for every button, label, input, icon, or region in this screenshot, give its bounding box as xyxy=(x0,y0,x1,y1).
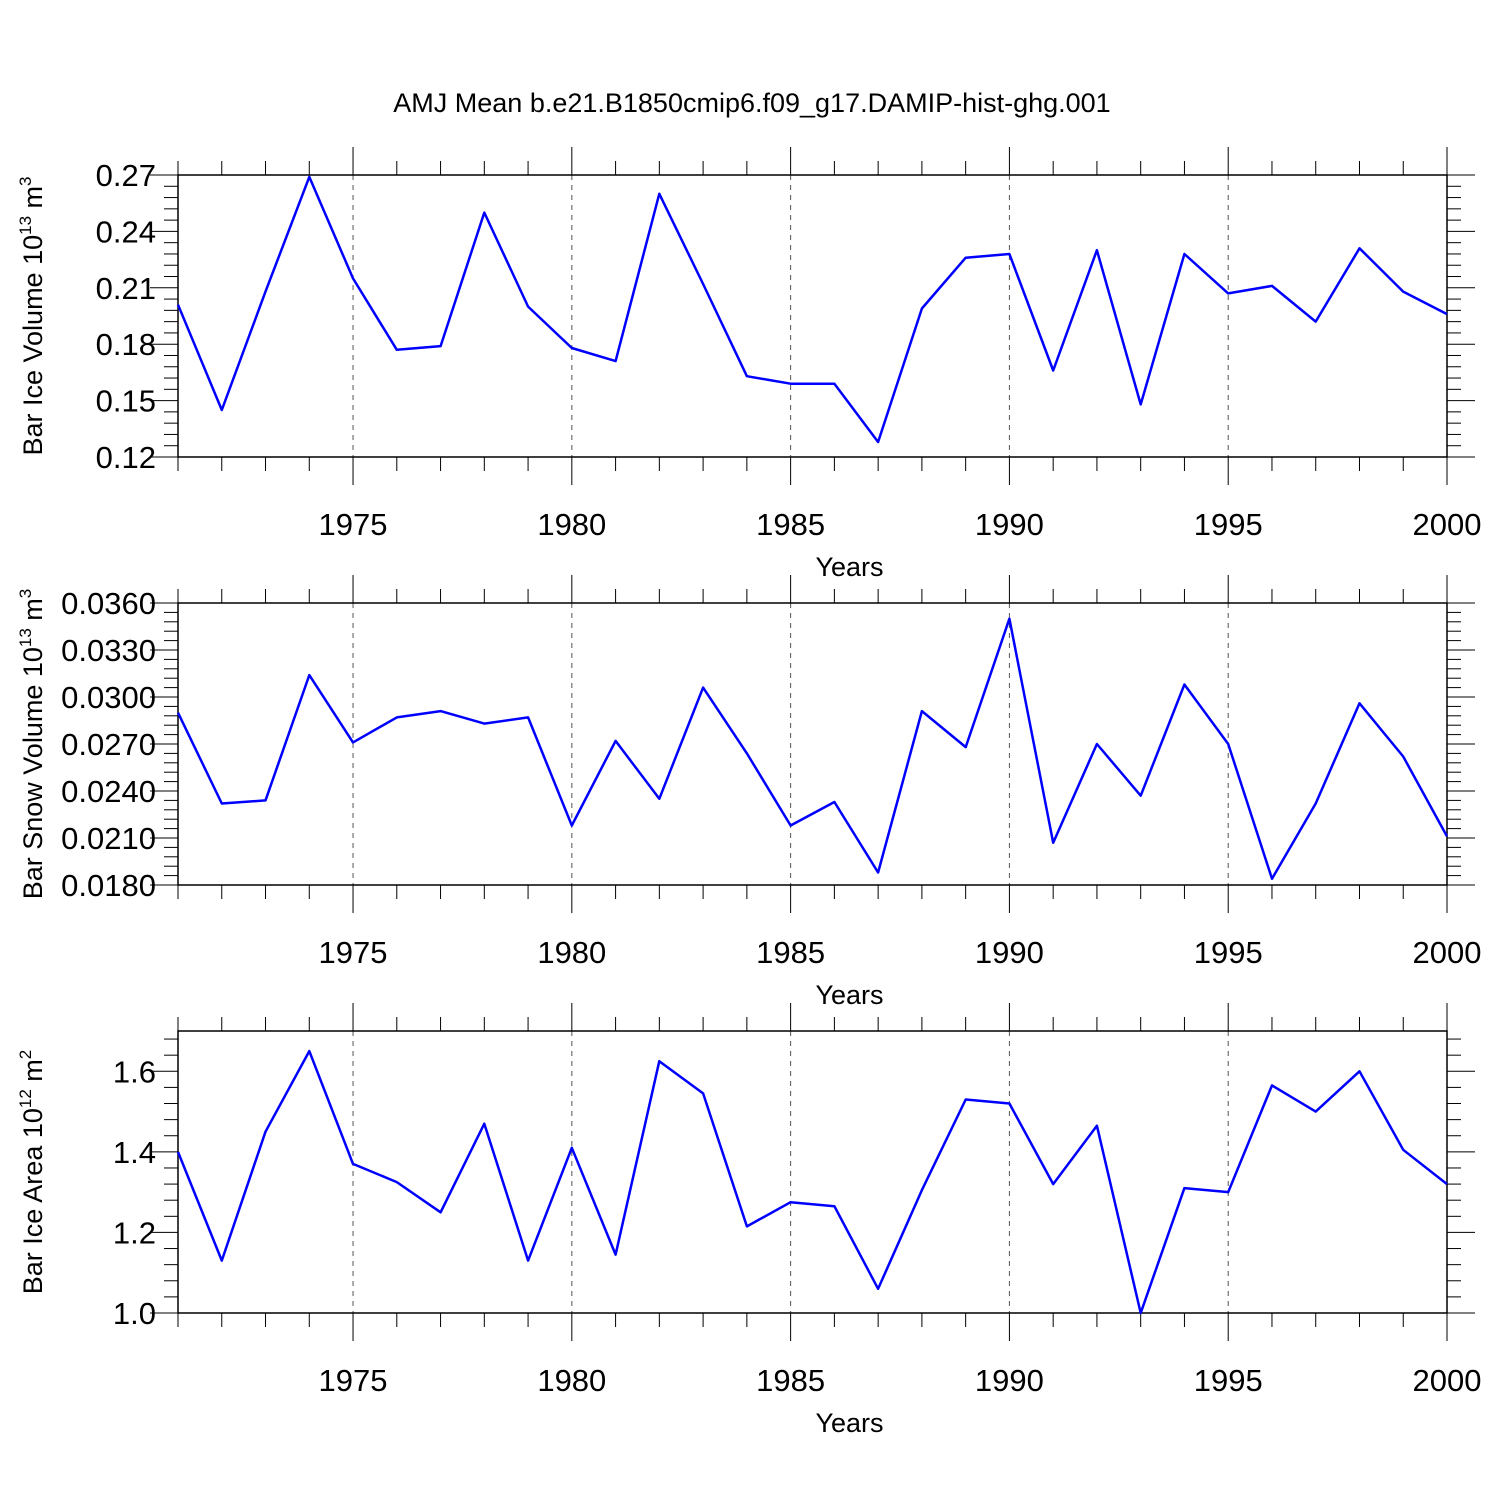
panel-1-series-line xyxy=(176,175,1448,444)
panel-2-y-tick-label: 0.0270 xyxy=(61,727,156,762)
panel-1-plot-frame xyxy=(177,174,1448,458)
panel-2-plot-frame xyxy=(177,602,1448,886)
chart-title: AMJ Mean b.e21.B1850cmip6.f09_g17.DAMIP-… xyxy=(393,88,1110,118)
panel-2-y-tick-label: 0.0180 xyxy=(61,868,156,903)
panel-1-x-tick-label: 1985 xyxy=(756,507,825,542)
panel-2-y-tick-label: 0.0330 xyxy=(61,633,156,668)
panel-1-x-tick-label: 1980 xyxy=(537,507,606,542)
panel-3-x-axis-title: Years xyxy=(815,1408,883,1438)
panel-2-y-tick-label: 0.0300 xyxy=(61,680,156,715)
panel-2-y-tick-label: 0.0210 xyxy=(61,821,156,856)
panel-3-x-tick-label: 2000 xyxy=(1413,1363,1482,1398)
panel-1-x-tick-label: 1990 xyxy=(975,507,1044,542)
panel-2-x-tick-label: 1990 xyxy=(975,935,1044,970)
panel-1-y-tick-label: 0.27 xyxy=(96,158,156,193)
panel-2-y-axis-title: Bar Snow Volume 1013 m3 xyxy=(16,589,48,900)
panel-3-y-tick-label: 1.2 xyxy=(113,1215,156,1250)
panel-2-x-tick-label: 1985 xyxy=(756,935,825,970)
panel-3-x-tick-label: 1995 xyxy=(1194,1363,1263,1398)
panel-3-x-tick-label: 1990 xyxy=(975,1363,1044,1398)
panel-3-plot-frame xyxy=(177,1030,1448,1314)
panel-3-series-line xyxy=(176,1049,1448,1315)
panel-3-x-tick-label: 1975 xyxy=(319,1363,388,1398)
panel-1-y-tick-label: 0.15 xyxy=(96,384,156,419)
panel-3-y-axis-title: Bar Ice Area 1012 m2 xyxy=(16,1050,48,1295)
panel-1-x-tick-label: 2000 xyxy=(1413,507,1482,542)
panel-2-x-axis-title: Years xyxy=(815,980,883,1010)
panel-3-x-tick-label: 1985 xyxy=(756,1363,825,1398)
panel-1-y-tick-label: 0.21 xyxy=(96,271,156,306)
panel-2-y-tick-label: 0.0360 xyxy=(61,586,156,621)
panel-1-y-tick-label: 0.12 xyxy=(96,440,156,475)
panel-2-series-line xyxy=(176,617,1449,880)
panel-3-y-tick-label: 1.0 xyxy=(113,1296,156,1331)
panel-2-x-tick-label: 2000 xyxy=(1413,935,1482,970)
panel-2-x-tick-label: 1995 xyxy=(1194,935,1263,970)
panel-3-y-tick-label: 1.4 xyxy=(113,1135,156,1170)
panel-2-x-tick-label: 1975 xyxy=(319,935,388,970)
panel-1-y-axis-title: Bar Ice Volume 1013 m3 xyxy=(16,176,48,455)
panel-3-x-tick-label: 1980 xyxy=(537,1363,606,1398)
panel-2-x-tick-label: 1980 xyxy=(537,935,606,970)
panel-1-y-tick-label: 0.18 xyxy=(96,327,156,362)
panel-1-x-tick-label: 1975 xyxy=(319,507,388,542)
panel-2-y-tick-label: 0.0240 xyxy=(61,774,156,809)
panel-1-y-tick-label: 0.24 xyxy=(96,214,156,249)
panel-1-x-axis-title: Years xyxy=(815,552,883,582)
panel-1-x-tick-label: 1995 xyxy=(1194,507,1263,542)
panel-3-y-tick-label: 1.6 xyxy=(113,1054,156,1089)
